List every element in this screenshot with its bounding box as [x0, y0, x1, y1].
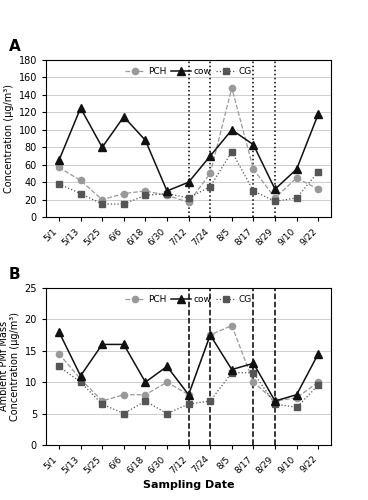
cow	[294, 166, 299, 172]
CG	[208, 398, 212, 404]
PCH	[273, 398, 277, 404]
cow	[186, 392, 191, 398]
PCH	[165, 379, 169, 385]
Y-axis label: Ambient PMf Mass
Concentration (μg/m³): Ambient PMf Mass Concentration (μg/m³)	[0, 312, 20, 421]
PCH	[316, 379, 321, 385]
CG	[251, 370, 256, 376]
CG	[121, 410, 126, 416]
CG	[121, 201, 126, 207]
PCH	[121, 190, 126, 196]
Line: cow: cow	[55, 328, 322, 405]
PCH	[273, 195, 277, 201]
PCH	[230, 322, 234, 328]
CG	[273, 401, 277, 407]
PCH	[78, 376, 83, 382]
PCH	[100, 398, 105, 404]
cow	[316, 111, 321, 117]
Text: B: B	[9, 266, 21, 281]
cow	[78, 105, 83, 111]
cow	[186, 179, 191, 185]
CG	[100, 201, 105, 207]
CG	[57, 364, 61, 370]
PCH	[165, 192, 169, 198]
Y-axis label: Ambient PMc Mass
Concentration (μg/m³): Ambient PMc Mass Concentration (μg/m³)	[0, 84, 14, 193]
Line: CG: CG	[56, 148, 321, 207]
PCH	[57, 351, 61, 357]
cow	[100, 342, 105, 347]
cow	[273, 186, 277, 192]
CG	[143, 192, 148, 198]
PCH	[186, 392, 191, 398]
PCH	[143, 392, 148, 398]
cow	[251, 360, 256, 366]
PCH	[251, 379, 256, 385]
CG	[57, 181, 61, 187]
cow	[78, 373, 83, 379]
Line: cow: cow	[55, 104, 322, 195]
cow	[316, 351, 321, 357]
X-axis label: Sampling Date: Sampling Date	[143, 480, 234, 490]
cow	[230, 366, 234, 372]
CG	[186, 195, 191, 201]
CG	[251, 188, 256, 194]
cow	[143, 379, 148, 385]
cow	[208, 153, 212, 159]
CG	[100, 401, 105, 407]
CG	[165, 190, 169, 196]
cow	[143, 138, 148, 143]
cow	[273, 398, 277, 404]
cow	[165, 188, 169, 194]
cow	[165, 364, 169, 370]
Text: A: A	[9, 38, 21, 54]
cow	[121, 342, 126, 347]
Legend: PCH, cow, CG: PCH, cow, CG	[123, 292, 254, 307]
PCH	[121, 392, 126, 398]
CG	[186, 401, 191, 407]
CG	[165, 410, 169, 416]
cow	[121, 114, 126, 119]
PCH	[143, 188, 148, 194]
PCH	[294, 175, 299, 181]
Legend: PCH, cow, CG: PCH, cow, CG	[123, 64, 254, 79]
CG	[230, 370, 234, 376]
PCH	[186, 200, 191, 205]
CG	[143, 398, 148, 404]
CG	[230, 148, 234, 154]
CG	[316, 382, 321, 388]
cow	[294, 392, 299, 398]
cow	[251, 142, 256, 148]
cow	[57, 158, 61, 164]
CG	[294, 195, 299, 201]
PCH	[251, 166, 256, 172]
CG	[208, 184, 212, 190]
PCH	[57, 164, 61, 170]
PCH	[78, 178, 83, 184]
CG	[78, 190, 83, 196]
PCH	[208, 170, 212, 176]
Line: CG: CG	[56, 364, 321, 416]
CG	[273, 198, 277, 204]
CG	[316, 168, 321, 174]
CG	[78, 379, 83, 385]
PCH	[100, 196, 105, 202]
PCH	[294, 395, 299, 401]
PCH	[208, 332, 212, 338]
CG	[294, 404, 299, 410]
cow	[100, 144, 105, 150]
PCH	[316, 186, 321, 192]
Line: PCH: PCH	[56, 322, 321, 404]
Line: PCH: PCH	[56, 85, 321, 206]
cow	[208, 332, 212, 338]
cow	[230, 127, 234, 133]
cow	[57, 329, 61, 335]
PCH	[230, 85, 234, 91]
